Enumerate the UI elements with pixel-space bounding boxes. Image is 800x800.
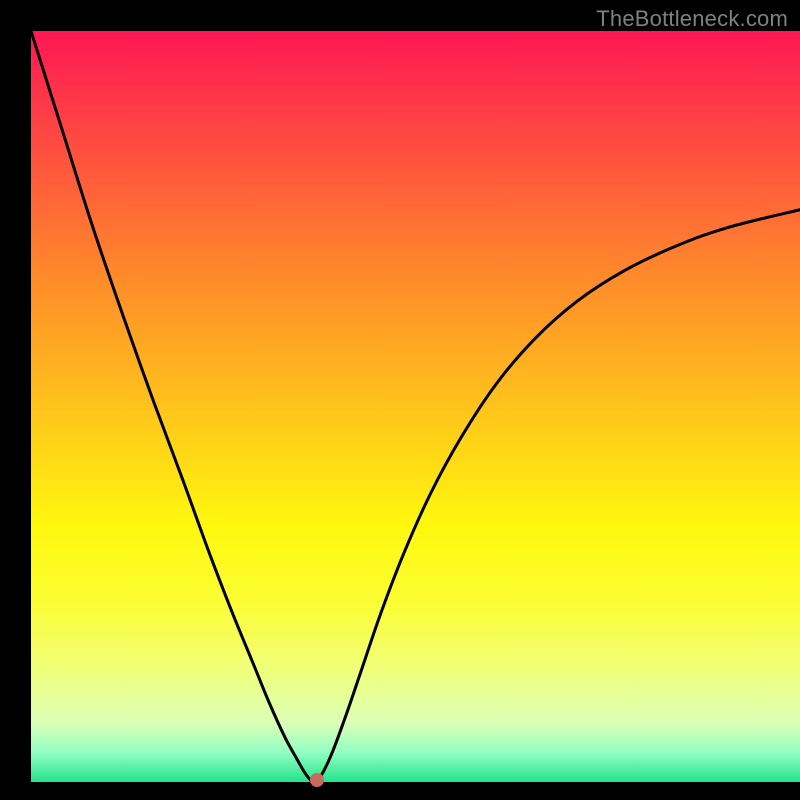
- apex-marker: [310, 773, 324, 787]
- chart-frame: TheBottleneck.com: [0, 0, 800, 800]
- watermark-text: TheBottleneck.com: [596, 6, 788, 32]
- bottleneck-curve: [0, 0, 800, 800]
